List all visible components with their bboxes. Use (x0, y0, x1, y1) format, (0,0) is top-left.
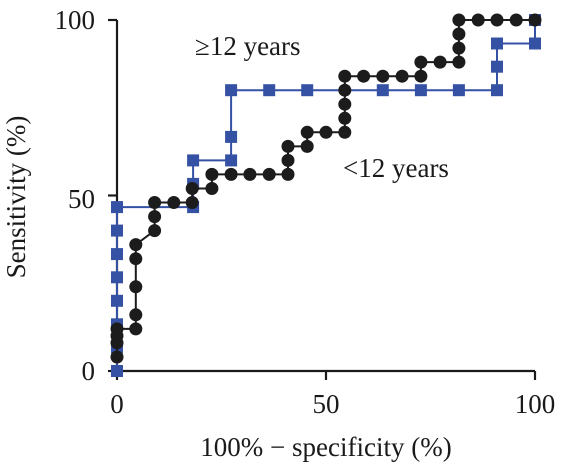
data-point-lt12-41 (471, 13, 485, 27)
data-point-lt12-0 (110, 350, 124, 364)
data-point-lt12-11 (148, 196, 162, 209)
series-layer (110, 13, 542, 377)
data-point-lt12-6 (129, 280, 143, 294)
data-point-ge12-4 (111, 271, 123, 284)
data-point-lt12-37 (452, 55, 466, 69)
data-point-lt12-42 (490, 13, 504, 27)
data-point-ge12-21 (491, 37, 503, 50)
data-point-lt12-33 (395, 69, 409, 83)
data-point-lt12-4 (129, 322, 143, 336)
data-point-ge12-20 (491, 60, 503, 73)
y-tick-label-0: 0 (82, 356, 96, 386)
data-point-lt12-31 (357, 69, 371, 83)
data-point-lt12-25 (319, 125, 333, 139)
data-point-lt12-44 (528, 13, 542, 27)
data-point-lt12-5 (129, 308, 143, 322)
series-line-lt12 (116, 19, 535, 357)
annotation-lt12-years: <12 years (343, 153, 449, 183)
series-ge12 (111, 14, 541, 377)
data-point-ge12-14 (263, 84, 276, 97)
axes (115, 20, 535, 373)
data-point-lt12-12 (167, 196, 181, 209)
data-point-ge12-17 (414, 84, 427, 97)
data-point-lt12-9 (148, 224, 162, 238)
data-point-ge12-18 (452, 84, 465, 97)
y-tick-label-100: 100 (55, 5, 96, 35)
data-point-ge12-19 (491, 84, 503, 97)
data-point-lt12-40 (452, 13, 466, 27)
data-point-ge12-16 (376, 84, 389, 97)
x-axis-title: 100% − specificity (%) (200, 432, 451, 462)
data-point-lt12-22 (281, 139, 295, 153)
data-point-lt12-38 (452, 41, 466, 55)
data-point-lt12-43 (509, 13, 523, 27)
data-point-lt12-27 (338, 111, 352, 125)
data-point-lt12-10 (148, 210, 162, 224)
data-point-ge12-15 (301, 84, 314, 97)
data-point-ge12-10 (187, 154, 200, 167)
data-point-lt12-39 (452, 27, 466, 41)
x-tick-label-50: 50 (313, 389, 340, 419)
x-tick-label-100: 100 (515, 389, 556, 419)
data-point-lt12-15 (205, 182, 219, 195)
data-point-ge12-5 (111, 248, 123, 261)
data-point-lt12-21 (281, 153, 295, 167)
data-point-lt12-3 (110, 322, 124, 336)
data-point-lt12-29 (338, 83, 352, 97)
data-point-lt12-24 (300, 125, 314, 139)
annotation-ge12-years: ≥12 years (195, 31, 301, 61)
data-point-ge12-12 (225, 130, 238, 143)
y-axis-title: Sensitivity (%) (1, 116, 31, 279)
data-point-ge12-0 (111, 365, 123, 377)
x-tick-label-0: 0 (110, 389, 124, 419)
y-tick-label-50: 50 (68, 184, 95, 214)
data-point-lt12-34 (414, 69, 428, 83)
data-point-ge12-7 (111, 201, 123, 214)
data-point-lt12-16 (205, 167, 219, 181)
data-point-ge12-11 (225, 154, 238, 167)
data-point-lt12-8 (129, 238, 143, 252)
data-point-lt12-19 (262, 167, 276, 181)
data-point-lt12-17 (224, 167, 238, 181)
data-point-lt12-23 (300, 139, 314, 153)
data-point-lt12-13 (185, 196, 199, 209)
data-point-lt12-30 (338, 69, 352, 83)
data-point-lt12-26 (338, 125, 352, 139)
data-point-ge12-3 (111, 294, 123, 307)
data-point-lt12-32 (376, 69, 390, 83)
data-point-lt12-7 (129, 252, 143, 266)
data-point-lt12-14 (185, 182, 199, 195)
data-point-lt12-35 (414, 55, 428, 69)
data-point-ge12-6 (111, 224, 123, 237)
data-point-lt12-20 (281, 167, 295, 181)
data-point-ge12-22 (529, 37, 541, 50)
data-point-lt12-28 (338, 97, 352, 111)
data-point-ge12-13 (225, 84, 238, 97)
series-lt12 (110, 13, 542, 364)
data-point-lt12-36 (433, 55, 447, 69)
data-point-lt12-18 (243, 167, 257, 181)
series-line-ge12 (116, 20, 536, 371)
